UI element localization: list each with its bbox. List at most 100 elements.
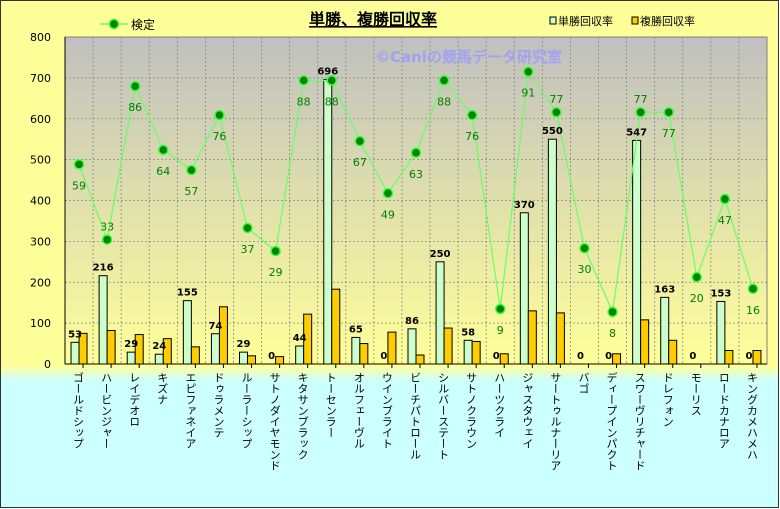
data-label-win: 370 — [514, 200, 535, 211]
bar-place — [415, 354, 425, 365]
x-tick-label: ハーツクライ — [493, 372, 506, 438]
bar-place — [106, 329, 116, 365]
legend-label-place: 複勝回収率 — [640, 14, 695, 28]
bar-place — [443, 327, 453, 365]
line-point — [438, 75, 450, 86]
line-point — [410, 147, 422, 159]
x-tick-label: ルーラーシップ — [240, 372, 253, 449]
y-tick-label: 400 — [30, 195, 51, 208]
x-tick-label: ディープインパクト — [605, 371, 618, 471]
data-label-win: 153 — [710, 288, 731, 299]
data-label-line: 33 — [100, 221, 114, 234]
data-label-line: 20 — [690, 292, 704, 305]
data-label-win: 0 — [577, 351, 584, 362]
data-label-line: 76 — [212, 130, 226, 143]
line-point — [691, 271, 703, 283]
bar-win — [632, 139, 642, 365]
y-tick-label: 300 — [30, 235, 51, 248]
data-label-win: 0 — [605, 351, 612, 362]
x-tick-label: キタサンブラック — [296, 372, 309, 460]
data-label-line: 77 — [662, 127, 676, 140]
line-point — [523, 66, 534, 77]
data-label-line: 76 — [465, 130, 479, 143]
line-point — [101, 234, 113, 245]
x-tick-label: ゴールドシップ — [72, 371, 85, 449]
data-label-line: 88 — [437, 95, 451, 108]
bar-win — [70, 341, 80, 365]
bar-win — [98, 275, 108, 365]
data-label-line: 77 — [634, 93, 648, 106]
legend-label-win: 単勝回収率 — [558, 14, 613, 28]
bar-place — [190, 346, 200, 365]
line-point — [551, 106, 562, 118]
data-label-win: 0 — [745, 351, 752, 362]
legend-swatch-win — [549, 16, 557, 25]
bar-place — [499, 353, 509, 365]
legend-label-line: 検定 — [131, 17, 155, 32]
bar-win — [210, 333, 220, 365]
data-label-win: 547 — [626, 127, 647, 138]
bar-win — [660, 296, 670, 365]
data-label-line: 8 — [609, 327, 616, 340]
x-tick-label: モーリス — [689, 372, 702, 416]
x-tick-label: ドゥラメンテ — [212, 372, 225, 438]
bar-place — [724, 350, 734, 365]
data-label-line: 30 — [577, 263, 591, 276]
bar-win — [519, 212, 529, 365]
data-label-win: 0 — [380, 351, 387, 362]
watermark: ©Caniの競馬データ研究室 — [375, 48, 562, 66]
bar-win — [463, 339, 473, 365]
data-label-win: 74 — [208, 321, 222, 332]
bar-place — [247, 355, 257, 365]
line-point — [747, 283, 759, 295]
x-tick-label: ロードカナロア — [717, 372, 730, 449]
data-label-win: 44 — [293, 333, 307, 344]
x-tick-label: スワーヴリチャード — [633, 372, 646, 471]
line-point — [129, 80, 141, 92]
data-label-win: 24 — [152, 341, 166, 352]
data-label-win: 0 — [268, 351, 275, 362]
data-label-line: 16 — [746, 304, 760, 317]
x-tick-label: サートゥルナーリア — [549, 372, 562, 471]
data-label-win: 163 — [654, 284, 675, 295]
y-tick-label: 700 — [30, 72, 51, 85]
data-label-win: 58 — [461, 327, 475, 338]
x-tick-label: ウインブライト — [380, 372, 393, 449]
bar-place — [640, 319, 650, 365]
bar-place — [387, 331, 397, 365]
data-label-line: 91 — [521, 87, 535, 100]
data-label-win: 155 — [177, 288, 198, 299]
line-point — [214, 109, 225, 121]
bar-win — [154, 353, 164, 365]
line-point — [466, 109, 478, 121]
bar-place — [527, 310, 537, 365]
x-tick-label: ジャスタウェイ — [521, 372, 534, 449]
x-tick-label: キングカメハメハ — [745, 372, 758, 460]
bar-win — [351, 336, 361, 365]
line-point — [579, 242, 590, 254]
data-label-line: 88 — [297, 95, 311, 108]
data-label-line: 77 — [549, 93, 563, 106]
data-label-line: 37 — [241, 243, 255, 256]
x-tick-label: シルバーステート — [437, 372, 450, 460]
x-tick-label: オルフェーヴル — [352, 372, 365, 449]
x-tick-label: キズナ — [156, 372, 169, 405]
x-tick-label: ビーチパトロール — [409, 372, 422, 460]
chart-title: 単勝、複勝回収率 — [309, 10, 437, 29]
data-label-win: 29 — [124, 339, 138, 350]
line-point — [270, 245, 281, 257]
y-tick-label: 0 — [44, 358, 51, 371]
data-label-win: 0 — [689, 351, 696, 362]
data-label-win: 550 — [542, 126, 563, 137]
data-label-win: 29 — [237, 339, 251, 350]
line-point — [242, 222, 253, 234]
bar-win — [716, 300, 726, 365]
bar-place — [359, 343, 369, 365]
data-label-line: 86 — [128, 101, 142, 114]
y-tick-label: 600 — [30, 113, 51, 126]
line-point — [158, 144, 169, 156]
legend: 検定 単勝回収率 複勝回収率 — [100, 14, 695, 32]
legend-dot-marker — [108, 18, 120, 30]
bar-place — [218, 306, 228, 365]
data-label-win: 250 — [430, 249, 451, 260]
